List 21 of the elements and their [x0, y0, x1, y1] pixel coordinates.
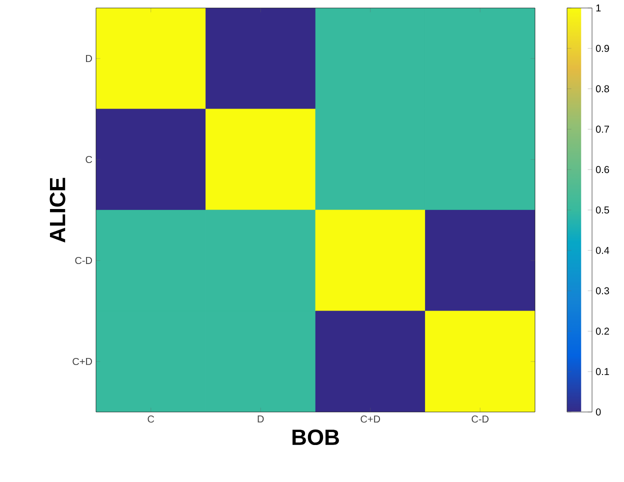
- color-bar-label: 0.8: [596, 85, 610, 92]
- color-bar-label: 0.5: [596, 206, 610, 214]
- color-bar-label: 0.7: [596, 126, 609, 133]
- x-tick-label: D: [258, 416, 264, 422]
- y-tick-label: D: [86, 55, 92, 62]
- color-bar-label: 0.4: [596, 246, 610, 254]
- x-tick-label: C-D: [472, 416, 489, 423]
- color-bar-label: 0.9: [596, 44, 610, 52]
- y-tick-label: C-D: [75, 256, 92, 264]
- x-tick-label: C+D: [360, 416, 380, 423]
- color-bar-label: 0.3: [596, 287, 610, 294]
- x-tick-label: C: [148, 416, 154, 423]
- color-bar-label: 0.6: [596, 166, 610, 174]
- color-bar-label: 0.2: [596, 328, 609, 335]
- x-axis-title: BOB: [292, 429, 339, 446]
- y-tick-label: C: [86, 156, 92, 164]
- color-bar-label: 0.1: [596, 368, 609, 376]
- y-axis-title: ALICE: [50, 178, 66, 242]
- color-bar-label: 0: [596, 408, 601, 416]
- y-tick-label: C+D: [72, 358, 92, 366]
- color-bar-label: 1: [596, 4, 601, 12]
